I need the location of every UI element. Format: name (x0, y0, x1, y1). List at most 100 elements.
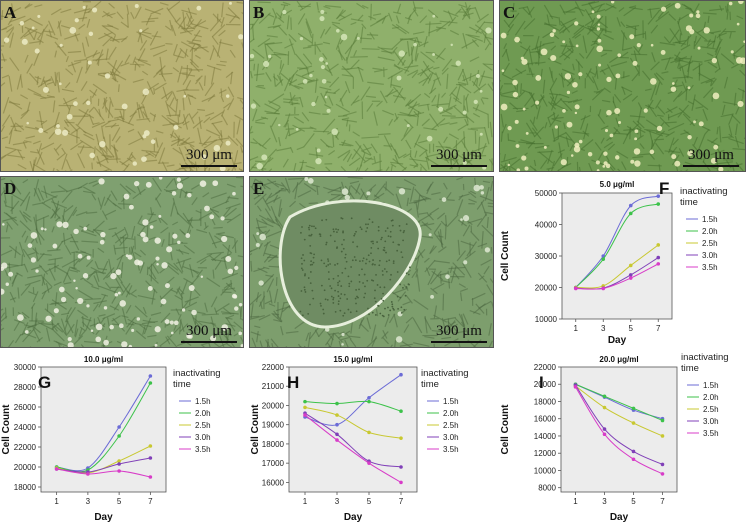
data-point (601, 257, 606, 261)
y-tick-label: 24000 (14, 423, 37, 432)
y-tick-label: 18000 (14, 483, 37, 492)
data-point (303, 399, 307, 404)
data-point (656, 255, 661, 260)
data-point (367, 395, 371, 400)
data-point (601, 286, 606, 291)
y-tick-label: 20000 (262, 401, 285, 410)
series-line-3.0h (304, 412, 402, 468)
legend-entry: 1.5h (443, 397, 459, 406)
x-axis-label: Day (94, 512, 113, 523)
data-point (117, 462, 121, 466)
panel-label-i: I (539, 373, 544, 392)
legend-title: time (681, 363, 699, 374)
data-point (656, 202, 661, 206)
y-tick-label: 20000 (535, 284, 558, 293)
panel-label-h: H (287, 373, 299, 392)
legend-entry: 2.0h (195, 409, 211, 418)
series-line-3.5h (304, 414, 402, 483)
y-tick-label: 22000 (534, 363, 557, 372)
chart-title: 10.0 μg/ml (84, 355, 123, 364)
legend-title: time (173, 379, 191, 390)
data-point (117, 469, 121, 473)
cell-texture (250, 1, 493, 171)
data-point (628, 273, 633, 277)
data-point (303, 405, 307, 410)
y-tick-label: 50000 (535, 189, 558, 198)
x-tick-label: 7 (660, 497, 665, 506)
data-point (399, 465, 403, 469)
data-point (399, 436, 403, 440)
legend-title: inactivating (421, 368, 469, 379)
y-tick-label: 26000 (14, 403, 37, 412)
data-point (628, 263, 633, 268)
scale-label-c: 300 μm (688, 147, 734, 163)
y-tick-label: 21000 (262, 382, 285, 391)
scale-label-b: 300 μm (436, 147, 482, 163)
data-point (656, 243, 661, 247)
micrograph-d: D 300 μm (0, 176, 244, 348)
data-point (399, 409, 403, 414)
data-point (148, 381, 153, 385)
scale-bar-e: 300 μm (431, 323, 487, 343)
chart-title: 15.0 μg/ml (333, 355, 372, 364)
x-tick-label: 3 (86, 497, 91, 506)
y-tick-label: 30000 (535, 252, 558, 261)
y-tick-label: 20000 (534, 380, 557, 389)
x-tick-label: 7 (656, 324, 661, 333)
x-axis-label: Day (608, 335, 627, 346)
y-tick-label: 28000 (14, 383, 37, 392)
cell-texture (1, 177, 243, 347)
y-tick-label: 14000 (534, 432, 557, 441)
legend-entry: 3.0h (703, 417, 719, 426)
y-tick-label: 18000 (534, 397, 557, 406)
series-line-2.0h (304, 400, 402, 412)
y-tick-label: 20000 (14, 463, 37, 472)
x-tick-label: 3 (602, 497, 607, 506)
panel-label-f: F (659, 179, 669, 198)
data-point (148, 456, 153, 460)
x-tick-label: 7 (399, 497, 404, 506)
y-axis-label: Cell Count (500, 230, 511, 281)
x-tick-label: 5 (117, 497, 122, 506)
data-point (367, 430, 371, 435)
data-point (573, 385, 578, 389)
legend-entry: 2.0h (703, 393, 719, 402)
data-point (367, 399, 371, 404)
data-point (656, 194, 661, 198)
data-point (148, 374, 153, 378)
x-tick-label: 3 (335, 497, 340, 506)
x-tick-label: 7 (148, 497, 153, 506)
panel-label-c: C (503, 3, 516, 22)
legend-entry: 3.5h (443, 445, 459, 454)
plot-area (288, 366, 418, 493)
legend-entry: 2.0h (702, 227, 718, 236)
legend-entry: 1.5h (702, 215, 718, 224)
series-line-2.0h (575, 203, 659, 288)
data-point (631, 449, 636, 454)
micrograph-b: B 300 μm (249, 0, 494, 172)
series-line-3.5h (575, 263, 659, 290)
series-line-3.0h (56, 457, 151, 473)
legend-title: inactivating (173, 368, 221, 379)
data-point (602, 405, 607, 410)
x-tick-label: 1 (303, 497, 308, 506)
x-tick-label: 5 (631, 497, 636, 506)
panel-label-b: B (253, 3, 265, 22)
y-tick-label: 22000 (14, 443, 37, 452)
data-point (601, 254, 606, 258)
data-point (399, 480, 403, 485)
data-point (656, 262, 661, 266)
panel-label-a: A (4, 3, 17, 22)
x-axis-label: Day (344, 512, 363, 523)
data-point (335, 432, 339, 437)
data-point (660, 462, 665, 467)
data-point (573, 286, 578, 291)
data-point (631, 406, 636, 411)
panel-label-d: D (4, 179, 17, 198)
data-point (628, 203, 633, 208)
chart-title: 5.0 μg/ml (600, 180, 635, 189)
scale-bar-c: 300 μm (683, 147, 739, 167)
y-tick-label: 30000 (14, 363, 37, 372)
legend-title: time (421, 379, 439, 390)
chart-h: 15.0 μg/ml 16000 17000 18000 19000 20000 21000… (250, 355, 469, 523)
